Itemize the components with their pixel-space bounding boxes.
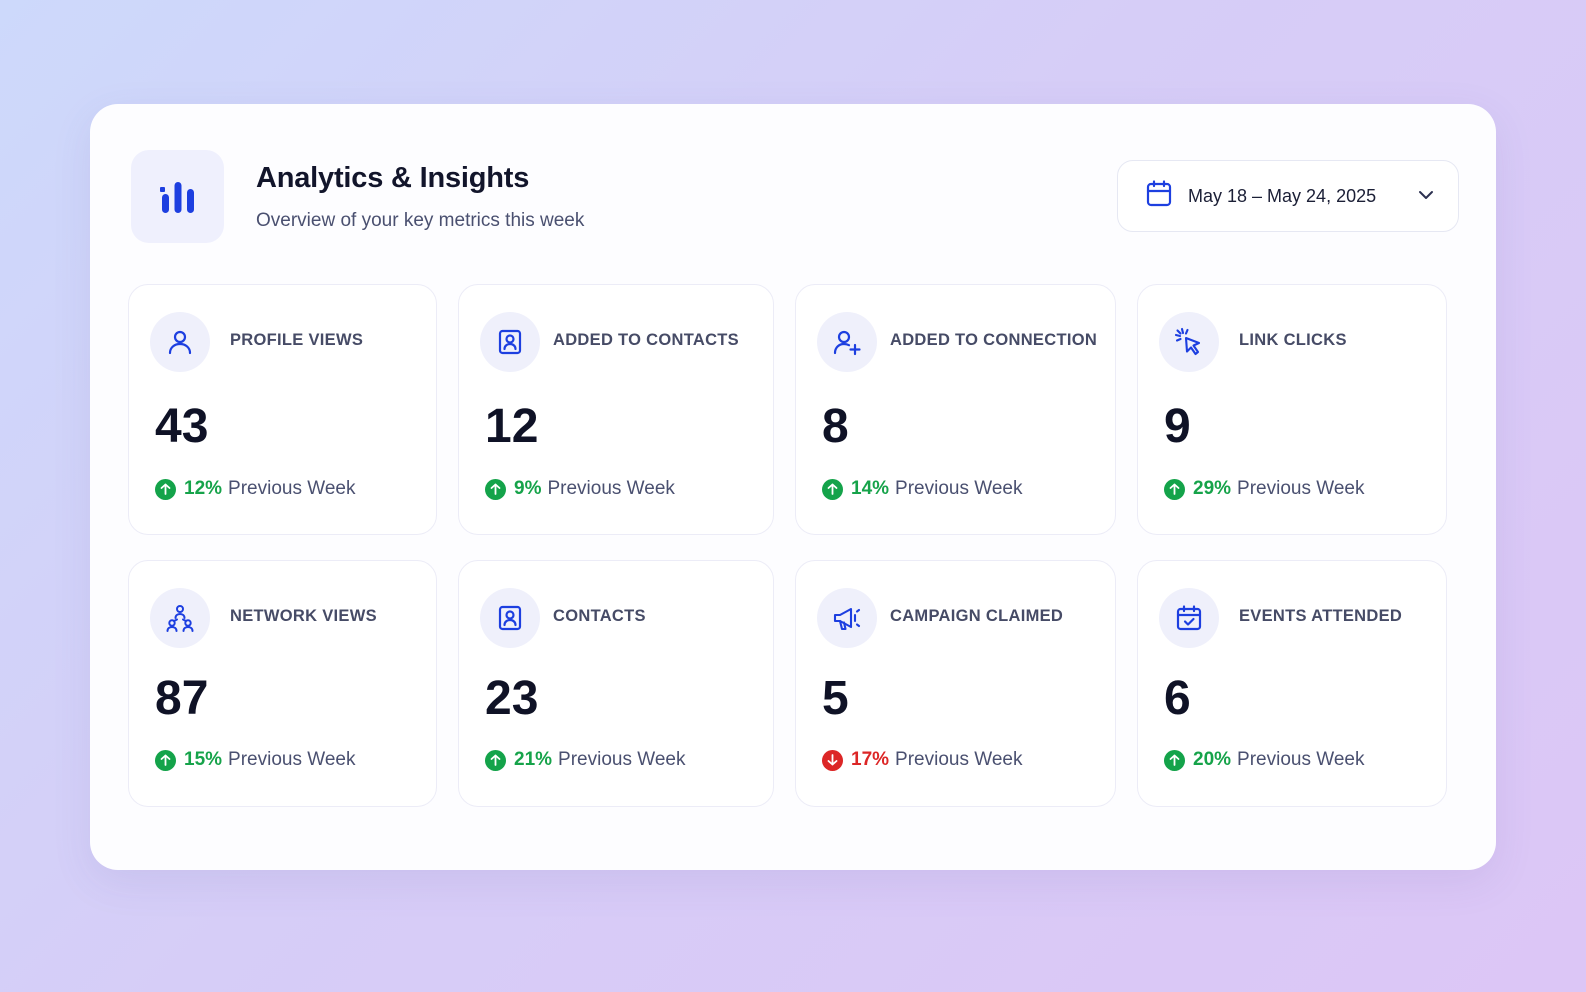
metric-value: 12 [485,400,539,453]
metric-card-link-clicks[interactable]: LINK CLICKS 9 29% Previous Week [1137,284,1447,535]
metric-change: 21% [514,749,553,770]
page-subtitle: Overview of your key metrics this week [256,210,585,231]
metric-card-profile-views[interactable]: PROFILE VIEWS 43 12% Previous Week [128,284,437,535]
metric-label: PROFILE VIEWS [230,331,364,349]
metric-comparison: Previous Week [895,749,1023,770]
metric-value: 23 [485,672,539,725]
cursor-click-icon [1159,312,1219,372]
calendar-icon [1146,179,1172,213]
arrow-up-icon [485,749,506,771]
date-range-label: May 18 – May 24, 2025 [1188,185,1377,206]
metric-label: EVENTS ATTENDED [1239,607,1403,625]
chevron-down-icon[interactable] [1418,187,1434,208]
metric-label: CAMPAIGN CLAIMED [890,607,1064,625]
metric-trend: 15% Previous Week [155,749,355,771]
user-plus-icon [817,312,877,372]
metric-value: 9 [1164,400,1191,453]
metric-value: 43 [155,400,209,453]
metric-change: 20% [1193,749,1232,770]
metric-comparison: Previous Week [895,478,1023,499]
metric-value: 87 [155,672,209,725]
metric-value: 8 [822,400,849,453]
metric-change: 29% [1193,478,1232,499]
metric-comparison: Previous Week [228,749,356,770]
metric-card-campaign-claimed[interactable]: CAMPAIGN CLAIMED 5 17% Previous Week [795,560,1116,807]
contact-card-icon [480,312,540,372]
calendar-check-icon [1159,588,1219,648]
arrow-up-icon [155,478,176,500]
metric-value: 6 [1164,672,1191,725]
arrow-up-icon [1164,478,1185,500]
metric-label: LINK CLICKS [1239,331,1347,349]
metric-card-network-views[interactable]: NETWORK VIEWS 87 15% Previous Week [128,560,437,807]
page-title: Analytics & Insights [256,162,530,194]
megaphone-icon [817,588,877,648]
metric-change: 17% [851,749,890,770]
metric-comparison: Previous Week [547,478,675,499]
metric-comparison: Previous Week [228,478,356,499]
metric-change: 12% [184,478,223,499]
arrow-up-icon [822,478,843,500]
date-range-picker[interactable]: May 18 – May 24, 2025 [1117,160,1459,232]
metric-trend: 14% Previous Week [822,478,1022,500]
metric-card-events-attended[interactable]: EVENTS ATTENDED 6 20% Previous Week [1137,560,1447,807]
arrow-up-icon [485,478,506,500]
metric-label: ADDED TO CONNECTION [890,331,1098,349]
network-icon [150,588,210,648]
metric-trend: 17% Previous Week [822,749,1022,771]
metric-card-added-to-contacts[interactable]: ADDED TO CONTACTS 12 9% Previous Week [458,284,774,535]
metric-trend: 29% Previous Week [1164,478,1364,500]
metric-comparison: Previous Week [1237,478,1365,499]
metric-change: 9% [514,478,542,499]
metric-trend: 12% Previous Week [155,478,355,500]
bar-chart-icon [131,150,224,243]
arrow-down-icon [822,749,843,771]
metric-value: 5 [822,672,849,725]
metric-trend: 21% Previous Week [485,749,685,771]
metric-label: NETWORK VIEWS [230,607,377,625]
metric-comparison: Previous Week [1237,749,1365,770]
metric-change: 14% [851,478,890,499]
metric-label: CONTACTS [553,607,646,625]
contact-card-icon [480,588,540,648]
metric-card-contacts[interactable]: CONTACTS 23 21% Previous Week [458,560,774,807]
arrow-up-icon [1164,749,1185,771]
arrow-up-icon [155,749,176,771]
analytics-panel: Analytics & Insights Overview of your ke… [90,104,1496,870]
metric-trend: 20% Previous Week [1164,749,1364,771]
metric-comparison: Previous Week [558,749,686,770]
user-icon [150,312,210,372]
metric-change: 15% [184,749,223,770]
metric-label: ADDED TO CONTACTS [553,331,739,349]
metric-trend: 9% Previous Week [485,478,675,500]
metric-card-added-to-connection[interactable]: ADDED TO CONNECTION 8 14% Previous Week [795,284,1116,535]
